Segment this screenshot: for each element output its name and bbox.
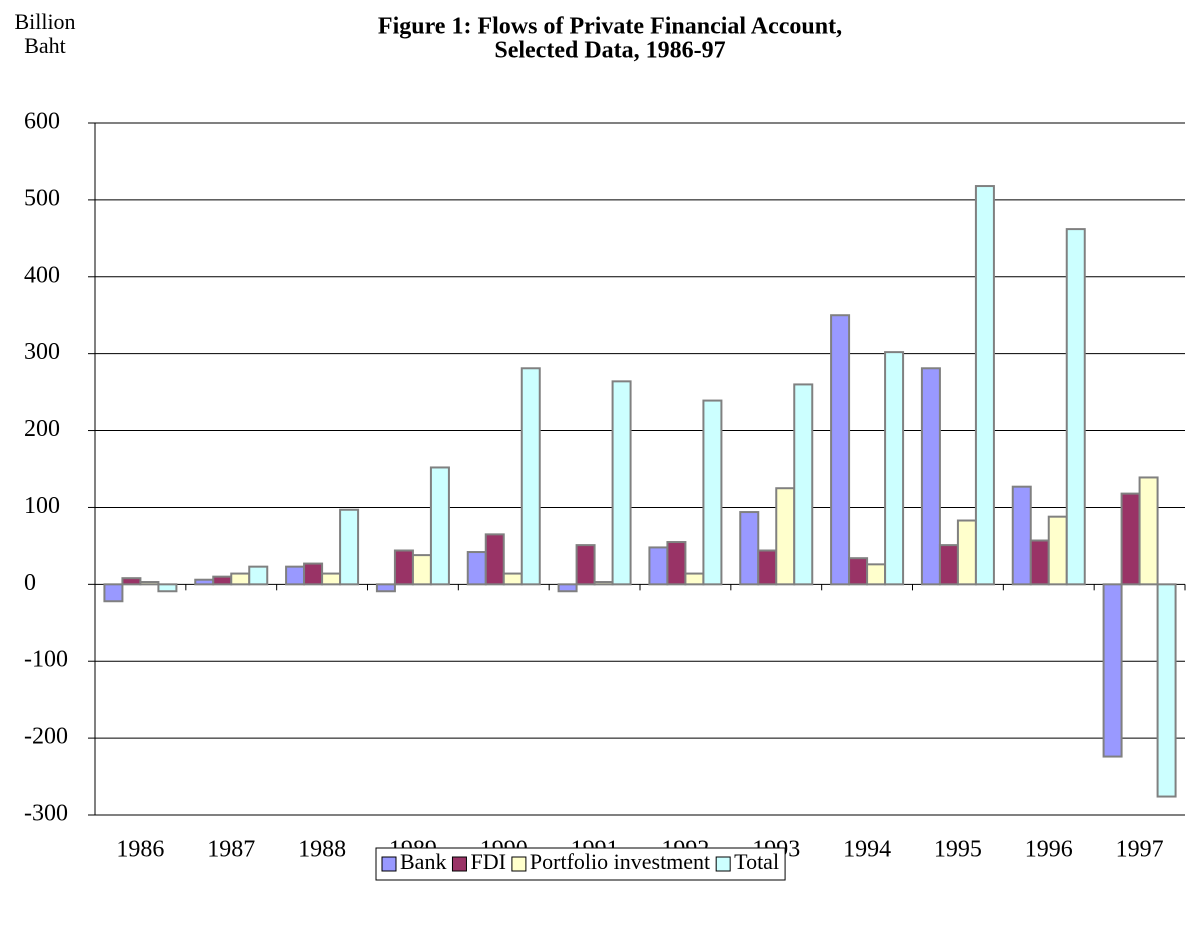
x-tick-label: 1987: [207, 837, 255, 863]
bar: [429, 466, 450, 586]
bar: [339, 508, 360, 586]
legend: Bank FDI Portfolio investment Total: [375, 847, 786, 881]
y-tick-label: 200: [24, 416, 60, 442]
bar: [411, 554, 432, 586]
x-tick-label: 1995: [934, 837, 982, 863]
bar: [194, 578, 215, 586]
legend-swatch: [511, 856, 527, 872]
bar: [648, 546, 669, 586]
x-tick-label: 1997: [1116, 837, 1164, 863]
bar: [956, 519, 977, 586]
bar: [920, 367, 941, 586]
y-tick-label: 600: [24, 109, 60, 135]
y-tick-label: 300: [24, 339, 60, 365]
x-tick-label: 1994: [843, 837, 891, 863]
legend-swatch: [381, 856, 397, 872]
bar: [775, 487, 796, 586]
y-tick-label: 100: [24, 493, 60, 519]
bar: [793, 383, 814, 586]
bar: [739, 511, 760, 586]
y-tick-label: -300: [24, 801, 68, 827]
bar: [121, 577, 142, 586]
x-tick-label: 1996: [1025, 837, 1073, 863]
bar: [974, 185, 995, 586]
x-tick-label: 1986: [116, 837, 164, 863]
legend-swatch: [715, 856, 731, 872]
bar: [484, 533, 505, 586]
legend-label: FDI: [470, 849, 505, 874]
bar: [1011, 485, 1032, 586]
bar: [866, 563, 887, 586]
bar: [611, 380, 632, 586]
bar: [303, 562, 324, 586]
bar: [884, 351, 905, 586]
x-tick-label: 1988: [298, 837, 346, 863]
bar: [285, 565, 306, 586]
bar: [1102, 583, 1123, 758]
bar: [684, 572, 705, 586]
bar: [575, 544, 596, 586]
bar: [502, 572, 523, 586]
bar: [466, 551, 487, 586]
bar: [248, 565, 269, 586]
y-tick-label: 500: [24, 185, 60, 211]
bar: [1065, 228, 1086, 586]
bar: [593, 581, 614, 586]
bar: [393, 549, 414, 586]
bar: [702, 399, 723, 586]
y-tick-label: -100: [24, 647, 68, 673]
bar: [1120, 492, 1141, 586]
legend-swatch: [451, 856, 467, 872]
chart-title: Figure 1: Flows of Private Financial Acc…: [378, 14, 842, 40]
legend-label: Bank: [400, 849, 446, 874]
bar: [757, 549, 778, 586]
y-tick-label: 400: [24, 262, 60, 288]
bar: [557, 583, 578, 593]
y-axis-label: Baht: [24, 33, 66, 58]
y-axis-label: Billion: [14, 9, 75, 34]
bar: [1138, 476, 1159, 586]
bar: [1029, 539, 1050, 586]
y-tick-label: -200: [24, 724, 68, 750]
legend-label: Portfolio investment: [530, 849, 710, 874]
bar: [1047, 515, 1068, 586]
bar: [157, 583, 178, 593]
y-tick-label: 0: [24, 570, 36, 596]
chart-title: Selected Data, 1986-97: [494, 38, 725, 64]
bar: [520, 367, 541, 586]
bar: [212, 575, 233, 586]
bar: [230, 572, 251, 586]
bar: [830, 314, 851, 586]
bar: [938, 544, 959, 586]
bar: [1156, 583, 1177, 798]
bar: [375, 583, 396, 593]
legend-label: Total: [734, 849, 779, 874]
bar: [321, 572, 342, 586]
bar: [103, 583, 124, 603]
bar: [139, 581, 160, 586]
bar: [848, 557, 869, 586]
bar: [666, 541, 687, 586]
